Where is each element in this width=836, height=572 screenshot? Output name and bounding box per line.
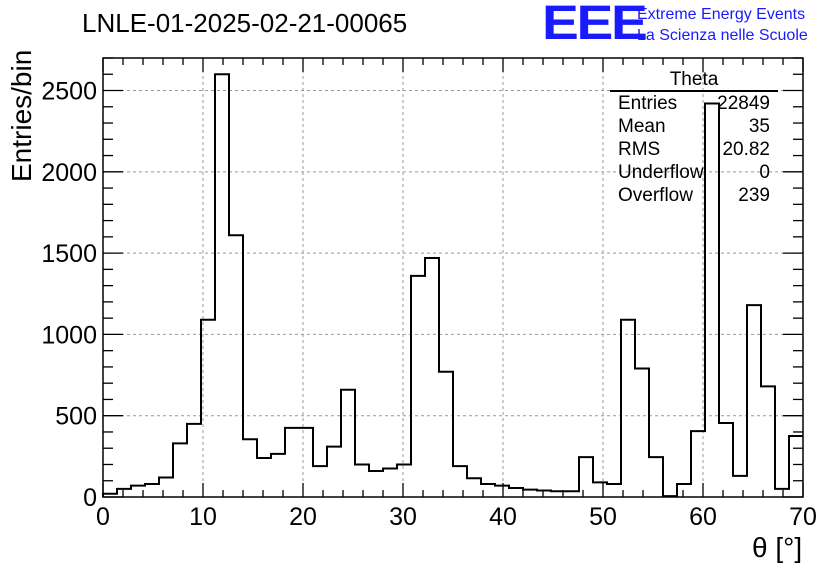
stats-value: 0 [759, 162, 770, 183]
logo-line-1: Extreme Energy Events [637, 6, 806, 23]
stats-value: 239 [738, 185, 770, 206]
x-tick-label: 40 [489, 503, 517, 531]
logo-line-2: La Scienza nelle Scuole [637, 27, 808, 44]
x-tick-label: 30 [389, 503, 417, 531]
logo-text: Extreme Energy Events La Scienza nelle S… [637, 4, 808, 46]
x-tick-label: 50 [589, 503, 617, 531]
eee-logo: EEE [542, 0, 648, 50]
plot-frame [102, 57, 804, 498]
x-tick-label: 70 [789, 503, 817, 531]
stats-row-mean: Mean 35 [610, 115, 778, 138]
y-tick-label: 500 [55, 403, 97, 431]
y-axis-label: Entries/bin [6, 50, 38, 182]
y-tick-label: 2500 [41, 78, 97, 106]
y-tick-label: 0 [83, 484, 97, 512]
x-axis-label: θ [°] [752, 532, 803, 563]
y-tick-label: 2000 [41, 159, 97, 187]
x-tick-label: 10 [189, 503, 217, 531]
y-axis-label-text: Entries/bin [6, 49, 37, 182]
stats-value: 20.82 [722, 139, 770, 160]
stats-label: RMS [618, 139, 661, 160]
stats-row-underflow: Underflow 0 [610, 161, 778, 184]
stats-label: Overflow [618, 185, 693, 206]
stats-value: 22849 [717, 93, 770, 114]
run-title: LNLE-01-2025-02-21-00065 [82, 8, 408, 38]
stats-title: Theta [610, 70, 778, 92]
stats-label: Mean [618, 116, 666, 137]
stats-row-entries: Entries 22849 [610, 92, 778, 115]
stats-row-overflow: Overflow 239 [610, 184, 778, 207]
axis-ticks [102, 57, 804, 498]
histogram-step-line [102, 73, 803, 498]
stats-label: Underflow [618, 162, 704, 183]
x-tick-label: 60 [689, 503, 717, 531]
x-tick-label: 0 [96, 503, 110, 531]
y-tick-label: 1000 [41, 321, 97, 349]
stats-label: Entries [618, 93, 678, 114]
y-tick-label: 1500 [41, 240, 97, 268]
stats-row-rms: RMS 20.82 [610, 138, 778, 161]
x-tick-label: 20 [289, 503, 317, 531]
stats-value: 35 [748, 116, 770, 137]
stats-box: Theta Entries 22849 Mean 35 RMS 20.82 Under… [610, 70, 778, 207]
tick-labels: 0 10 20 30 40 50 60 70 0 500 1000 1500 2000 2500 [41, 78, 817, 531]
